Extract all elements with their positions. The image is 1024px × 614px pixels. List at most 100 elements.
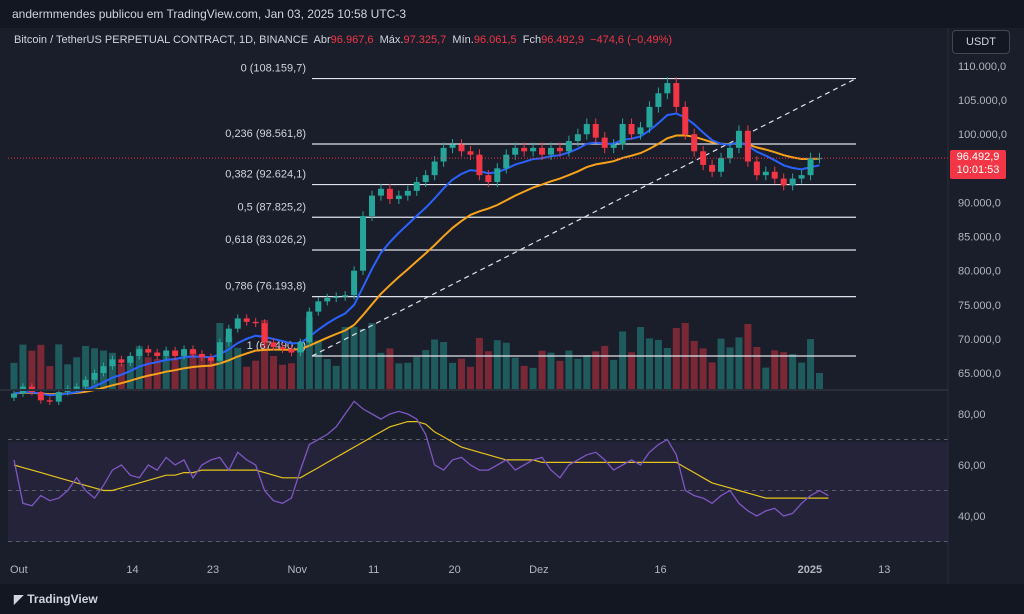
volume-bar	[386, 348, 394, 389]
open-value: 96.967,6	[330, 34, 374, 46]
time-tick-label: 14	[126, 564, 138, 576]
candle-body	[619, 123, 626, 145]
candle-body	[422, 175, 429, 182]
candle-body	[234, 318, 241, 329]
candle-body	[351, 270, 358, 296]
time-tick-label: 16	[654, 564, 666, 576]
candle-body	[297, 342, 304, 353]
rsi-band	[8, 442, 948, 542]
candle-body	[512, 147, 519, 155]
price-tick-label: 85.000,0	[958, 232, 1001, 244]
price-tick-label: 100.000,0	[958, 129, 1007, 141]
volume-bar	[717, 338, 725, 389]
volume-bar	[726, 347, 734, 389]
candle-body	[485, 175, 492, 182]
volume-bar	[565, 350, 573, 389]
time-tick-label: 11	[368, 564, 379, 576]
fib-level-label: 0,382 (92.624,1)	[225, 169, 306, 181]
candle-body	[673, 83, 680, 107]
candle-body	[181, 349, 188, 356]
candle-body	[816, 158, 823, 160]
volume-bar	[234, 347, 242, 389]
volume-bar	[493, 340, 501, 389]
volume-bar	[207, 358, 215, 389]
volume-bar	[189, 350, 197, 389]
volume-bar	[690, 341, 698, 389]
candle-body	[682, 106, 689, 135]
candle-body	[386, 188, 393, 200]
candle-body	[154, 352, 161, 356]
candle-body	[73, 386, 80, 389]
price-tick-label: 75.000,0	[958, 300, 1001, 312]
tv-logo-icon: ◤	[14, 592, 24, 606]
time-tick-label: Dez	[529, 564, 549, 576]
candle-body	[55, 392, 62, 402]
candle-body	[163, 350, 170, 356]
candle-body	[565, 141, 572, 152]
candle-body	[207, 357, 214, 361]
candle-body	[82, 379, 89, 387]
volume-bar	[323, 359, 331, 389]
time-tick-label: 13	[878, 564, 890, 576]
volume-bar	[359, 329, 367, 389]
rsi-tick-label: 80,00	[958, 409, 986, 421]
volume-bar	[654, 339, 662, 389]
candle-body	[709, 164, 716, 172]
candle-body	[413, 181, 420, 191]
volume-bar	[305, 317, 313, 389]
volume-bar	[672, 327, 680, 389]
currency-button[interactable]: USDT	[952, 30, 1010, 54]
candle-body	[798, 175, 805, 179]
volume-bar	[108, 352, 116, 389]
candle-body	[691, 134, 698, 152]
candle-body	[646, 106, 653, 128]
volume-bar	[502, 342, 510, 389]
price-tick-label: 65.000,0	[958, 368, 1001, 380]
volume-bar	[753, 347, 761, 389]
high-label: Máx.	[379, 34, 404, 46]
candle-body	[288, 349, 295, 353]
volume-bar	[341, 327, 349, 389]
time-tick-label: 20	[449, 564, 461, 576]
volume-bar	[37, 344, 45, 389]
fib-level-label: 0,5 (87.825,2)	[238, 201, 307, 213]
symbol-name: Bitcoin / TetherUS PERPETUAL CONTRACT, 1…	[14, 34, 309, 46]
candle-body	[530, 147, 537, 152]
candle-body	[592, 123, 599, 138]
candle-body	[404, 190, 411, 196]
volume-bar	[520, 365, 528, 389]
candle-body	[655, 93, 662, 107]
candle-body	[521, 147, 528, 152]
candle-body	[574, 134, 581, 142]
candle-body	[243, 318, 250, 322]
volume-bar	[771, 350, 779, 389]
candle-body	[735, 130, 742, 148]
candle-body	[556, 147, 563, 152]
volume-bar	[64, 364, 72, 389]
volume-bar	[395, 363, 403, 389]
volume-bar	[55, 344, 63, 389]
candle-body	[136, 349, 143, 356]
volume-bar	[780, 352, 788, 389]
volume-bar	[422, 350, 430, 389]
volume-bar	[440, 342, 448, 389]
volume-bar	[46, 366, 54, 389]
candle-body	[306, 311, 313, 343]
candle-body	[46, 400, 53, 402]
tradingview-logo[interactable]: ◤ TradingView	[10, 592, 98, 606]
candle-body	[753, 161, 760, 176]
candle-body	[377, 188, 384, 196]
candle-body	[145, 349, 152, 353]
chart-canvas[interactable]: 110.000,0105.000,0100.000,095.000,090.00…	[0, 28, 1024, 584]
low-label: Mín.	[452, 34, 474, 46]
candle-body	[628, 123, 635, 135]
low-value: 96.061,5	[473, 34, 517, 46]
brand-name: TradingView	[27, 592, 98, 606]
candle-body	[91, 373, 98, 380]
volume-bar	[484, 351, 492, 389]
candle-body	[252, 321, 259, 324]
volume-bar	[547, 352, 555, 389]
candle-body	[610, 144, 617, 148]
price-tick-label: 110.000,0	[958, 61, 1006, 73]
candle-body	[458, 144, 465, 152]
